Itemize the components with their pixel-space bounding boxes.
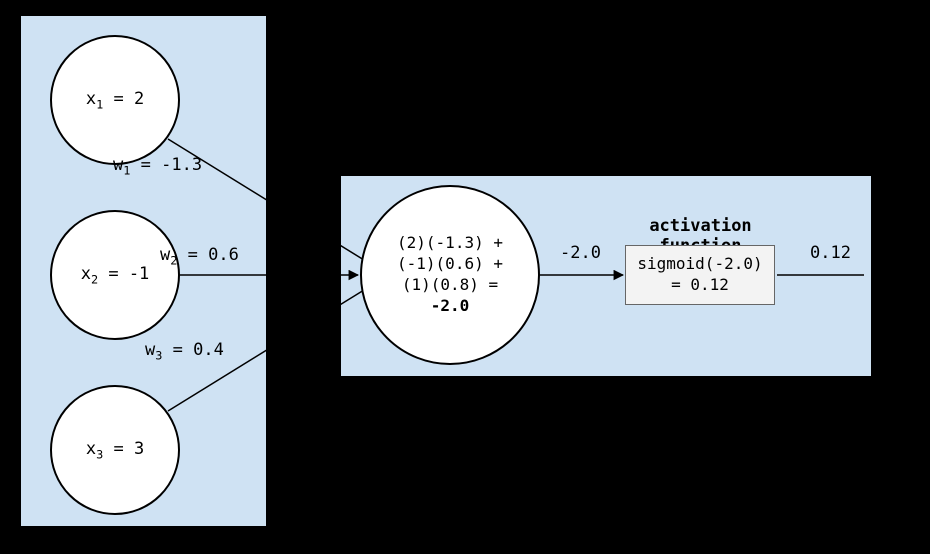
input-node-x3: x3 = 3: [50, 385, 180, 515]
activation-text: sigmoid(-2.0) = 0.12: [637, 254, 762, 296]
input-x2-label: x2 = -1: [81, 264, 150, 286]
output-value: 0.12: [810, 243, 851, 263]
pre-activation-value: -2.0: [560, 243, 601, 263]
input-x1-label: x1 = 2: [86, 89, 144, 111]
input-x3-label: x3 = 3: [86, 439, 144, 461]
weight-label-w1: w1 = -1.3: [113, 155, 202, 177]
input-node-x1: x1 = 2: [50, 35, 180, 165]
neuron-sum-node: (2)(-1.3) + (-1)(0.6) + (1)(0.8) = -2.0: [360, 185, 540, 365]
input-node-x2: x2 = -1: [50, 210, 180, 340]
weight-label-w3: w3 = 0.4: [145, 340, 224, 362]
activation-box: sigmoid(-2.0) = 0.12: [625, 245, 775, 305]
weight-label-w2: w2 = 0.6: [160, 245, 239, 267]
neuron-sum-text: (2)(-1.3) + (-1)(0.6) + (1)(0.8) = -2.0: [397, 233, 503, 316]
